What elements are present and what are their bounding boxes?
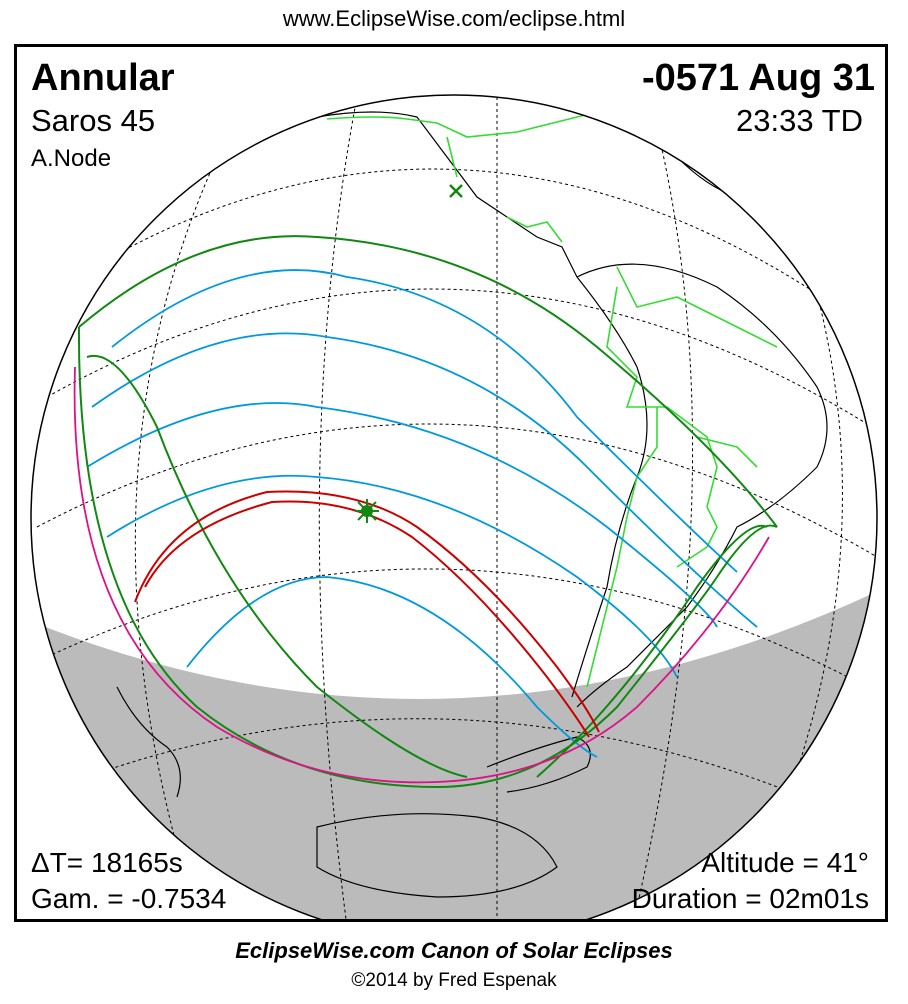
eclipse-type: Annular <box>31 57 175 99</box>
canon-title: EclipseWise.com Canon of Solar Eclipses <box>235 938 673 963</box>
subsolar-point-marker <box>449 184 463 198</box>
country-borders <box>326 106 778 688</box>
saros-number: Saros 45 <box>31 103 156 138</box>
copyright-notice: ©2014 by Fred Espenak <box>351 970 557 991</box>
altitude-value: Altitude = 41° <box>701 847 869 878</box>
annular-path <box>134 490 600 738</box>
globe-outline <box>30 94 878 919</box>
node-label: A.Node <box>31 145 112 172</box>
gamma-value: Gam. = -0.7534 <box>31 883 227 914</box>
duration-value: Duration = 02m01s <box>631 883 869 914</box>
eclipse-map-frame: Annular Saros 45 A.Node -0571 Aug 31 23:… <box>14 44 888 922</box>
greatest-eclipse-marker <box>355 499 379 523</box>
graticule <box>36 96 877 919</box>
globe-map <box>30 94 878 919</box>
rise-set-limit <box>73 366 770 784</box>
source-url: www.EclipseWise.com/eclipse.html <box>282 6 626 31</box>
eclipse-date: -0571 Aug 31 <box>641 57 875 99</box>
penumbra-contours <box>86 269 758 758</box>
night-side-shading <box>31 572 877 919</box>
eclipse-time: 23:33 TD <box>736 103 863 138</box>
penumbra-limits <box>77 235 778 789</box>
delta-t-value: ΔT= 18165s <box>31 847 183 878</box>
